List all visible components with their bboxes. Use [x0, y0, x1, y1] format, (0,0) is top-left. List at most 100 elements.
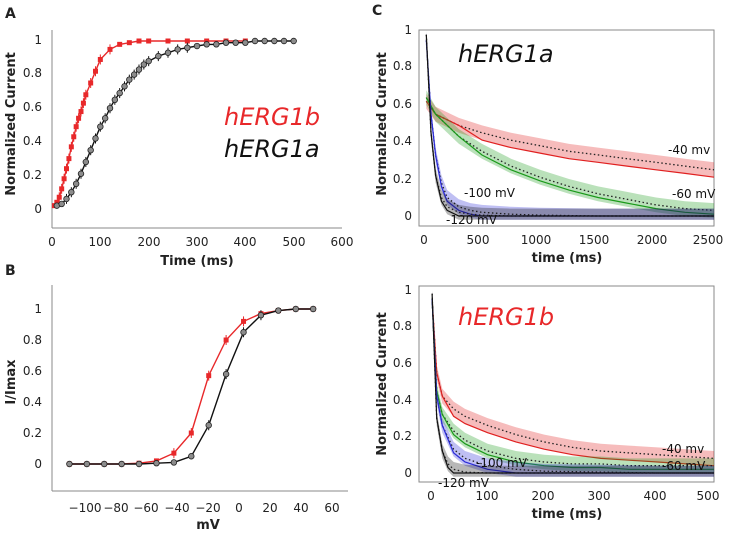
fit-line-neg60mv — [431, 299, 714, 470]
panel-b-xtick: −40 — [164, 501, 189, 515]
panel-c-bottom-ytick: 0.4 — [393, 393, 412, 407]
data-point-herg1a — [309, 305, 317, 313]
panel-c-top-xtick: 1500 — [579, 233, 610, 247]
panel-c-top-xlabel: time (ms) — [532, 251, 603, 266]
data-point-herg1a — [106, 104, 114, 112]
panel-a-ytick: 0.4 — [23, 134, 42, 148]
data-point-herg1a — [280, 37, 288, 45]
data-point-herg1a — [126, 76, 133, 83]
data-point-herg1a — [66, 460, 73, 468]
panel-c-bottom-chart: 0 100 200 300 400 500 0 0.2 0.4 0.6 0.8 … — [375, 283, 719, 522]
data-point-herg1a — [63, 195, 70, 203]
data-point-herg1a — [68, 188, 75, 196]
trace-label-neg40: -40 mv — [668, 143, 710, 157]
panel-c-bottom-y-ticks: 0 0.2 0.4 0.6 0.8 1 — [393, 283, 412, 480]
panel-a-ylabel: Normalized Current — [4, 52, 19, 196]
data-point-herg1b — [71, 134, 77, 140]
data-point-herg1b — [97, 56, 103, 62]
panel-c-bottom-ytick: 0 — [404, 466, 412, 480]
panel-b-chart: B −100 −80 −60 −40 −20 0 20 40 60 0 0.2 … — [4, 263, 348, 533]
panel-c-top-xtick: 1000 — [521, 233, 552, 247]
noise-band-neg100mv — [426, 32, 714, 220]
panel-c-bottom-xtick: 200 — [532, 489, 555, 503]
data-point-herg1b — [117, 41, 123, 47]
data-point-herg1a — [82, 158, 90, 166]
panel-b-xtick: 20 — [262, 501, 277, 515]
data-point-herg1a — [184, 44, 191, 51]
data-point-herg1a — [164, 49, 172, 56]
noise-band-neg60mv — [426, 90, 714, 218]
fit-line-neg120mv — [425, 34, 714, 217]
data-point-herg1b — [171, 450, 177, 456]
trace-label-neg100: -100 mV — [476, 456, 528, 470]
panel-b-ytick: 0 — [34, 457, 42, 471]
panel-a-ytick: 0 — [34, 202, 42, 216]
panel-c-top-chart: C 0 500 1000 1500 2000 2500 0 0.2 0.4 0.… — [372, 3, 723, 266]
panel-a-xtick: 600 — [331, 235, 354, 249]
panel-c-letter: C — [372, 3, 382, 19]
fit-line-herg1a — [69, 308, 314, 465]
trace-label-neg60: -60 mV — [672, 187, 716, 201]
data-point-herg1b — [184, 38, 190, 44]
data-point-herg1a — [232, 39, 239, 46]
data-point-herg1a — [145, 57, 152, 65]
panel-b-ytick: 0.4 — [23, 395, 42, 409]
panel-a-xtick: 100 — [89, 235, 112, 249]
data-point-herg1a — [92, 135, 99, 142]
data-point-herg1a — [261, 37, 268, 45]
data-point-herg1b — [68, 144, 74, 150]
panel-c-bottom-ytick: 1 — [404, 283, 412, 297]
panel-b-ytick: 0.8 — [23, 333, 42, 347]
data-point-herg1a — [222, 370, 230, 378]
data-point-herg1a — [135, 460, 143, 468]
panel-c-bottom-title: hERG1b — [458, 303, 554, 331]
panel-c-bottom-plot-area — [431, 290, 715, 477]
data-point-herg1a — [290, 37, 297, 45]
data-point-herg1a — [240, 329, 247, 336]
data-point-herg1b — [83, 92, 89, 98]
data-point-herg1a — [251, 37, 259, 45]
data-point-herg1a — [121, 83, 128, 90]
data-point-herg1a — [116, 89, 123, 97]
data-point-herg1a — [101, 115, 109, 122]
panel-b-xtick: −80 — [103, 501, 128, 515]
panel-c-top-xtick: 500 — [467, 233, 490, 247]
panel-c-bottom-xtick: 500 — [697, 489, 720, 503]
panel-c-top-ytick: 0.2 — [393, 172, 412, 186]
data-point-herg1b — [188, 430, 194, 436]
panel-b-xtick: 0 — [235, 501, 243, 515]
panel-c-bottom-ytick: 0.2 — [393, 429, 412, 443]
panel-a-chart: A 0 100 200 300 400 500 600 0 0.2 0.4 0.… — [4, 6, 353, 269]
panel-a-letter: A — [5, 6, 16, 22]
data-point-herg1b — [88, 80, 94, 86]
panel-c-bottom-xtick: 0 — [427, 489, 435, 503]
panel-a-xtick: 300 — [186, 235, 209, 249]
data-point-herg1b — [73, 124, 79, 130]
panel-c-top-ytick: 1 — [404, 23, 412, 37]
trace-label-neg100: -100 mV — [464, 186, 516, 200]
panel-c-bottom-ylabel: Normalized Current — [375, 312, 390, 456]
data-point-herg1a — [77, 170, 85, 177]
data-point-herg1a — [242, 39, 249, 46]
data-point-herg1b — [59, 186, 65, 192]
data-point-herg1a — [193, 42, 201, 50]
panel-c-bottom-ytick: 0.6 — [393, 356, 412, 370]
data-point-herg1a — [213, 41, 220, 48]
data-point-herg1b — [126, 40, 132, 46]
panel-a-xtick: 500 — [283, 235, 306, 249]
panel-c-bottom-xtick: 100 — [476, 489, 499, 503]
panel-c-top-xtick: 0 — [420, 233, 428, 247]
panel-c-top-ylabel: Normalized Current — [375, 52, 390, 196]
data-point-herg1b — [61, 176, 67, 182]
panel-a-ytick: 0.2 — [23, 168, 42, 182]
panel-b-xtick: −20 — [195, 501, 220, 515]
data-point-herg1a — [222, 39, 230, 46]
panel-c-bottom-frame — [418, 285, 715, 483]
data-point-herg1a — [140, 61, 148, 68]
panel-c-top-ytick: 0 — [404, 209, 412, 223]
data-point-herg1b — [204, 38, 210, 44]
data-point-herg1a — [188, 453, 195, 460]
panel-c-top-x-ticks: 0 500 1000 1500 2000 2500 — [420, 233, 723, 247]
panel-b-xtick: −60 — [133, 501, 158, 515]
panel-b-xlabel: mV — [196, 518, 220, 533]
